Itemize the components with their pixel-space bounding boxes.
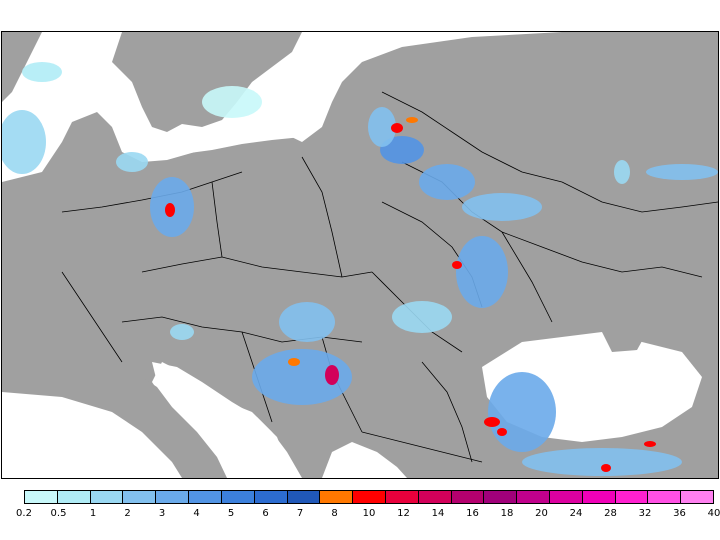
mediterranean-sea xyxy=(2,392,182,478)
legend-tick-label: 28 xyxy=(604,508,617,519)
legend-swatch xyxy=(484,491,518,503)
legend-swatch xyxy=(320,491,354,503)
legend-tick-label: 5 xyxy=(227,508,235,519)
legend-swatch xyxy=(681,491,714,503)
map-canvas xyxy=(2,32,718,478)
legend-swatch xyxy=(189,491,222,503)
baltic-sea xyxy=(162,62,342,154)
precipitation-legend: 0.2 0.5 1 2 3 4 5 6 7 8 10 12 14 16 18 20 24 28 32 36 40 xyxy=(16,490,720,530)
legend-tick-label: 18 xyxy=(500,508,514,519)
legend-tick-label: 32 xyxy=(638,508,652,519)
legend-tick-labels: 0.2 0.5 1 2 3 4 5 6 7 8 10 12 14 16 18 20 24 28 32 36 40 xyxy=(16,508,720,522)
legend-tick-label: 6 xyxy=(262,508,269,519)
legend-swatch xyxy=(123,491,157,503)
legend-swatch xyxy=(582,491,616,503)
scandinavia-land xyxy=(112,32,302,132)
legend-swatch xyxy=(90,491,124,503)
legend-tick-label: 14 xyxy=(431,508,445,519)
legend-tick-label: 20 xyxy=(535,508,548,519)
legend-swatch xyxy=(353,491,386,503)
adriatic-sea xyxy=(152,362,287,478)
legend-tick-label: 0.2 xyxy=(16,508,32,519)
legend-tick-label: 7 xyxy=(296,508,304,519)
legend-tick-label: 2 xyxy=(124,508,131,519)
legend-swatch xyxy=(25,491,58,503)
legend-tick-label: 36 xyxy=(673,508,686,519)
legend-swatch xyxy=(517,491,550,503)
legend-tick-label: 12 xyxy=(397,508,410,519)
north-west-land xyxy=(2,32,42,102)
legend-swatch xyxy=(615,491,649,503)
legend-tick-label: 16 xyxy=(466,508,479,519)
legend-swatch xyxy=(156,491,190,503)
legend-swatch xyxy=(550,491,583,503)
aegean-sea xyxy=(322,442,407,478)
legend-color-bar xyxy=(24,490,714,504)
legend-swatch xyxy=(287,491,321,503)
legend-swatch xyxy=(385,491,419,503)
legend-tick-label: 10 xyxy=(362,508,376,519)
legend-swatch xyxy=(221,491,255,503)
crimea-land xyxy=(602,324,647,352)
legend-tick-label: 8 xyxy=(331,508,338,519)
legend-tick-label: 24 xyxy=(569,508,583,519)
legend-tick-label: 40 xyxy=(707,508,720,519)
legend-tick-label: 1 xyxy=(89,508,97,519)
legend-swatch xyxy=(57,491,91,503)
legend-tick-label: 3 xyxy=(158,508,166,519)
legend-tick-label: 4 xyxy=(193,508,200,519)
legend-tick-label: 0.5 xyxy=(50,508,67,519)
legend-swatch xyxy=(254,491,288,503)
legend-swatch xyxy=(648,491,682,503)
legend-swatch xyxy=(418,491,452,503)
precipitation-map xyxy=(1,31,719,479)
precipitation-areas xyxy=(2,62,718,476)
italy-land xyxy=(112,377,227,478)
legend-swatch xyxy=(451,491,485,503)
